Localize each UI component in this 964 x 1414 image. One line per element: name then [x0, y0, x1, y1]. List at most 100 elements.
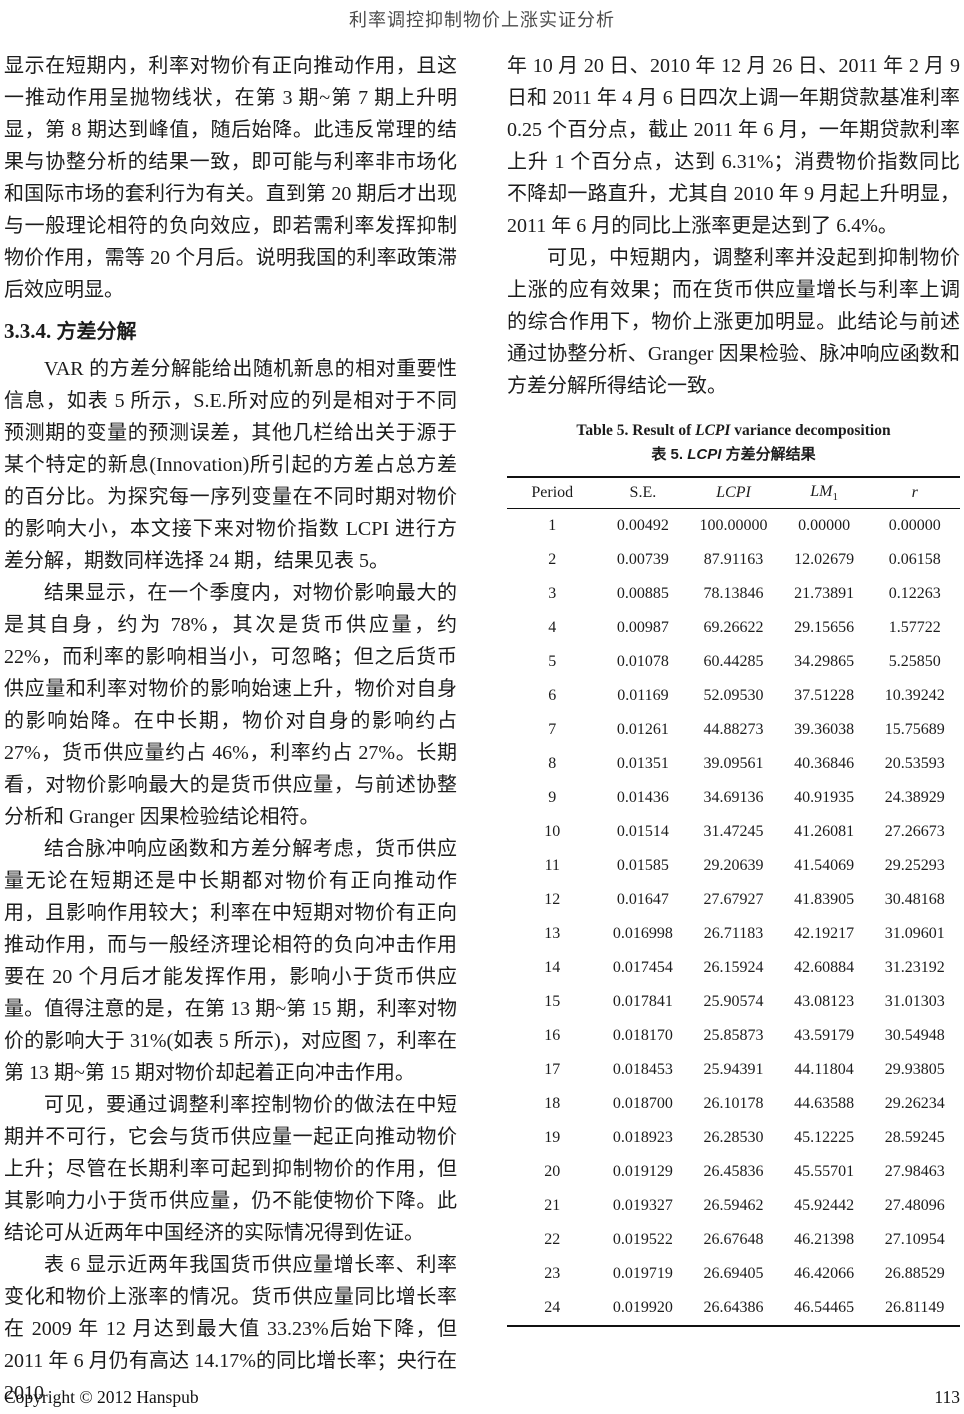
- table-cell: 40.91935: [794, 789, 855, 806]
- table-row: 11 0.01585 29.20639 41.54069 29.25293: [507, 849, 960, 883]
- table-cell: 17: [544, 1061, 561, 1078]
- table-cell: 0.017841: [612, 993, 673, 1010]
- table5-caption-english: Table 5. Result of LCPI variance decompo…: [507, 420, 960, 442]
- table-row: 10 0.01514 31.47245 41.26081 27.26673: [507, 815, 960, 849]
- table-cell: 0.019129: [612, 1163, 673, 1180]
- table-cell: 31.47245: [703, 823, 764, 840]
- table-cell: 31.09601: [884, 925, 945, 942]
- table-header-row: Period S.E. LCPI LM1 r: [507, 477, 960, 509]
- table-cell: 43.08123: [794, 993, 855, 1010]
- table-row: 3 0.00885 78.13846 21.73891 0.12263: [507, 577, 960, 611]
- table-row: 21 0.019327 26.59462 45.92442 27.48096: [507, 1189, 960, 1223]
- table-cell: 41.54069: [794, 857, 855, 874]
- table-row: 14 0.017454 26.15924 42.60884 31.23192: [507, 951, 960, 985]
- table-cell: 29.25293: [884, 857, 945, 874]
- caption-text: 方差分解结果: [721, 446, 816, 463]
- table-cell: 0.019327: [612, 1197, 673, 1214]
- table-cell: 18: [544, 1095, 561, 1112]
- table-cell: 12.02679: [794, 551, 855, 568]
- table-cell: 0.00000: [888, 517, 941, 534]
- table-cell: 44.11804: [794, 1061, 854, 1078]
- table-row: 8 0.01351 39.09561 40.36846 20.53593: [507, 747, 960, 781]
- table-cell: 26.71183: [703, 925, 764, 942]
- table-cell: 24: [544, 1299, 561, 1316]
- table-cell: 44.63588: [794, 1095, 855, 1112]
- table-cell: 12: [544, 891, 561, 908]
- table-cell: 26.15924: [703, 959, 764, 976]
- table-cell: 30.54948: [884, 1027, 945, 1044]
- table-cell: 0.01078: [616, 653, 669, 670]
- table-cell: 4: [548, 619, 557, 636]
- table-row: 19 0.018923 26.28530 45.12225 28.59245: [507, 1121, 960, 1155]
- table-cell: 6: [548, 687, 557, 704]
- table-cell: 78.13846: [703, 585, 764, 602]
- table5-caption-chinese: 表 5. LCPI 方差分解结果: [507, 444, 960, 466]
- paragraph: 表 6 显示近两年我国货币供应量增长率、利率变化和物价上涨率的情况。货币供应量同…: [4, 1254, 457, 1404]
- table-row: 15 0.017841 25.90574 43.08123 31.01303: [507, 985, 960, 1019]
- table-cell: 45.12225: [794, 1129, 855, 1146]
- table-row: 7 0.01261 44.88273 39.36038 15.75689: [507, 713, 960, 747]
- table-cell: 30.48168: [884, 891, 945, 908]
- table-cell: 19: [544, 1129, 561, 1146]
- table-cell: 0.019719: [612, 1265, 673, 1282]
- table-cell: 10.39242: [884, 687, 945, 704]
- table-cell: 46.54465: [794, 1299, 855, 1316]
- table-cell: 27.67927: [703, 891, 764, 908]
- section-number: 3.3.4.: [4, 319, 52, 343]
- table-row: 12 0.01647 27.67927 41.83905 30.48168: [507, 883, 960, 917]
- table-cell: 31.23192: [884, 959, 945, 976]
- column-header-lcpi: LCPI: [716, 484, 751, 501]
- table-row: 5 0.01078 60.44285 34.29865 5.25850: [507, 645, 960, 679]
- table-cell: 34.29865: [794, 653, 855, 670]
- table-cell: 37.51228: [794, 687, 855, 704]
- table-cell: 29.93805: [884, 1061, 945, 1078]
- table-cell: 2: [548, 551, 557, 568]
- paragraph: 结果显示，在一个季度内，对物价影响最大的是其自身，约为 78%，其次是货币供应量…: [4, 582, 457, 828]
- caption-text: 表 5.: [651, 446, 688, 463]
- table-row: 2 0.00739 87.91163 12.02679 0.06158: [507, 543, 960, 577]
- table-cell: 29.20639: [703, 857, 764, 874]
- table-cell: 0.01514: [616, 823, 669, 840]
- table-cell: 10: [544, 823, 561, 840]
- table-cell: 0.06158: [888, 551, 941, 568]
- table-cell: 42.19217: [794, 925, 855, 942]
- table-cell: 20: [544, 1163, 561, 1180]
- paragraph-continued: 显示在短期内，利率对物价有正向推动作用，且这一推动作用呈抛物线状，在第 3 期~…: [4, 55, 457, 301]
- section-title: 方差分解: [56, 321, 137, 343]
- table-cell: 52.09530: [703, 687, 764, 704]
- left-column: 显示在短期内，利率对物价有正向推动作用，且这一推动作用呈抛物线状，在第 3 期~…: [4, 50, 457, 1409]
- table-cell: 0.01351: [616, 755, 669, 772]
- table-cell: 28.59245: [884, 1129, 945, 1146]
- variance-decomposition-table: Period S.E. LCPI LM1 r 1 0.00492 100.00000 0.00…: [507, 476, 960, 1327]
- table-cell: 29.26234: [884, 1095, 945, 1112]
- caption-italic-term: LCPI: [687, 446, 722, 463]
- table-cell: 24.38929: [884, 789, 945, 806]
- table-row: 4 0.00987 69.26622 29.15656 1.57722: [507, 611, 960, 645]
- table-cell: 0.01436: [616, 789, 669, 806]
- column-header-lm: LM1: [810, 482, 838, 504]
- table-cell: 39.36038: [794, 721, 855, 738]
- table-cell: 0.01585: [616, 857, 669, 874]
- column-header-period: Period: [531, 484, 574, 501]
- table-row: 24 0.019920 26.64386 46.54465 26.81149: [507, 1291, 960, 1326]
- table-cell: 0.00739: [616, 551, 669, 568]
- table-cell: 44.88273: [703, 721, 764, 738]
- table-row: 17 0.018453 25.94391 44.11804 29.93805: [507, 1053, 960, 1087]
- caption-text: Table 5. Result of: [576, 422, 696, 439]
- table-cell: 46.21398: [794, 1231, 855, 1248]
- table-cell: 0.016998: [612, 925, 673, 942]
- paragraph: 可见，中短期内，调整利率并没起到抑制物价上涨的应有效果；而在货币供应量增长与利率…: [507, 247, 960, 397]
- caption-italic-term: LCPI: [695, 422, 731, 439]
- paragraph: 结合脉冲响应函数和方差分解考虑，货币供应量无论在短期还是中长期都对物价有正向推动…: [4, 838, 457, 1084]
- table-cell: 16: [544, 1027, 561, 1044]
- table-row: 23 0.019719 26.69405 46.42066 26.88529: [507, 1257, 960, 1291]
- column-header-se: S.E.: [629, 484, 657, 501]
- table-cell: 5.25850: [888, 653, 941, 670]
- table-cell: 5: [548, 653, 557, 670]
- table-cell: 34.69136: [703, 789, 764, 806]
- table-row: 22 0.019522 26.67648 46.21398 27.10954: [507, 1223, 960, 1257]
- table-cell: 0.01169: [617, 687, 669, 704]
- table-cell: 45.55701: [794, 1163, 855, 1180]
- table-cell: 40.36846: [794, 755, 855, 772]
